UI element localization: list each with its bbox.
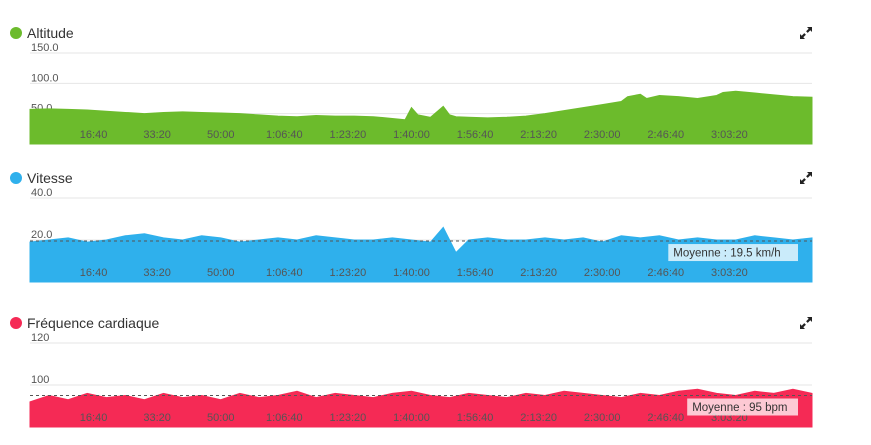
average-label: Moyenne : 19.5 km/h [673, 248, 780, 260]
x-tick-label: 50:00 [207, 129, 235, 141]
y-tick-label: 120 [31, 332, 49, 344]
vitesse-panel: Vitesse 40.020.00.016:4033:2050:001:06:4… [0, 168, 871, 283]
x-tick-label: 1:40:00 [393, 129, 430, 141]
x-tick-label: 2:13:20 [520, 412, 557, 424]
x-tick-label: 1:06:40 [266, 267, 303, 279]
x-tick-label: 16:40 [80, 129, 108, 141]
x-tick-label: 3:03:20 [711, 267, 748, 279]
x-tick-label: 1:56:40 [457, 129, 494, 141]
x-tick-label: 2:30:00 [584, 129, 621, 141]
altitude-header: Altitude [10, 23, 74, 43]
x-tick-label: 1:06:40 [266, 129, 303, 141]
x-tick-label: 33:20 [143, 129, 171, 141]
x-tick-label: 1:23:20 [330, 412, 367, 424]
x-tick-label: 1:40:00 [393, 412, 430, 424]
vitesse-header: Vitesse [10, 168, 73, 188]
x-tick-label: 3:03:20 [711, 129, 748, 141]
vitesse-title: Vitesse [27, 170, 73, 186]
y-tick-label: 100 [31, 374, 49, 386]
vitesse-legend-dot [10, 172, 22, 184]
x-tick-label: 16:40 [80, 412, 108, 424]
x-tick-label: 2:13:20 [520, 129, 557, 141]
x-tick-label: 33:20 [143, 267, 171, 279]
x-tick-label: 2:30:00 [584, 267, 621, 279]
x-tick-label: 2:46:40 [647, 267, 684, 279]
average-label-bg [687, 398, 798, 416]
heart-rate-title: Fréquence cardiaque [27, 315, 160, 331]
altitude-title: Altitude [27, 25, 74, 41]
heart-rate-chart: 1201008016:4033:2050:001:06:401:23:201:4… [29, 332, 813, 428]
x-tick-label: 2:46:40 [647, 412, 684, 424]
x-tick-label: 16:40 [80, 267, 108, 279]
altitude-expand-icon[interactable] [798, 25, 814, 41]
x-tick-label: 2:46:40 [647, 129, 684, 141]
x-tick-label: 1:23:20 [330, 129, 367, 141]
area-series [29, 226, 813, 283]
y-tick-label: 150.0 [31, 42, 59, 54]
heart-rate-header: Fréquence cardiaque [10, 313, 159, 333]
altitude-chart: 150.0100.050.0016:4033:2050:001:06:401:2… [29, 42, 813, 145]
x-tick-label: 33:20 [143, 412, 171, 424]
average-label-bg [668, 244, 798, 262]
heart-rate-expand-icon[interactable] [798, 315, 814, 331]
altitude-legend-dot [10, 27, 22, 39]
x-tick-label: 1:06:40 [266, 412, 303, 424]
y-tick-label: 40.0 [31, 187, 52, 199]
area-series [29, 388, 813, 428]
x-tick-label: 2:13:20 [520, 267, 557, 279]
x-tick-label: 50:00 [207, 412, 235, 424]
area-series [29, 90, 813, 145]
y-tick-label: 100.0 [31, 72, 59, 84]
x-tick-label: 1:23:20 [330, 267, 367, 279]
x-tick-label: 50:00 [207, 267, 235, 279]
altitude-panel: Altitude 150.0100.050.0016:4033:2050:001… [0, 23, 871, 145]
x-tick-label: 1:56:40 [457, 412, 494, 424]
vitesse-expand-icon[interactable] [798, 170, 814, 186]
heart-rate-panel: Fréquence cardiaque 1201008016:4033:2050… [0, 313, 871, 428]
x-tick-label: 2:30:00 [584, 412, 621, 424]
y-tick-label: 20.0 [31, 229, 52, 241]
vitesse-chart: 40.020.00.016:4033:2050:001:06:401:23:20… [29, 187, 813, 283]
average-label: Moyenne : 95 bpm [692, 402, 787, 414]
x-tick-label: 1:56:40 [457, 267, 494, 279]
x-tick-label: 1:40:00 [393, 267, 430, 279]
heart-rate-legend-dot [10, 317, 22, 329]
